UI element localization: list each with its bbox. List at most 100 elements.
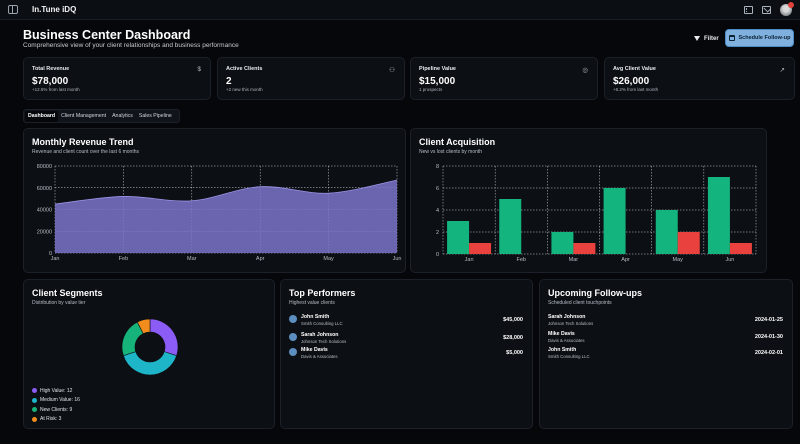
client-avatar: [289, 348, 297, 356]
performer-row[interactable]: Sarah Johnson Johnson Tech Solutions $28…: [289, 332, 523, 348]
stat-card-active-clients: Active Clients ⚇ 2 +2 new this month: [217, 57, 405, 100]
client-segments-donut-chart: [121, 318, 179, 376]
legend-label: At Risk: 3: [40, 416, 62, 423]
y-tick-label: 40000: [37, 208, 52, 214]
legend-label: New Clients: 9: [40, 406, 73, 413]
y-tick-label: 6: [436, 186, 439, 192]
followup-date: 2024-02-01: [754, 350, 783, 356]
stat-label: Total Revenue: [32, 66, 70, 72]
client-company: Davis & Associates: [301, 354, 338, 359]
followup-date: 2024-01-25: [754, 317, 783, 323]
stat-label: Pipeline Value: [419, 66, 456, 72]
card-subtitle: New vs lost clients by month: [419, 149, 483, 155]
legend-swatch: [32, 397, 37, 403]
users-icon: ⚇: [389, 67, 395, 74]
stat-card-avg-client-value: Avg Client Value ↗ $26,000 +8.2% from la…: [604, 57, 795, 100]
client-segments-card: Client Segments Distribution by value ti…: [23, 279, 275, 429]
client-name: Mike Davis: [548, 331, 575, 337]
card-title: Upcoming Follow-ups: [548, 288, 642, 298]
donut-slice: [122, 351, 178, 376]
x-tick-label: Mar: [569, 257, 579, 263]
performer-row[interactable]: Mike Davis Davis & Associates $5,000: [289, 347, 523, 363]
y-tick-label: 8: [436, 164, 439, 170]
stat-value: $26,000: [613, 76, 650, 87]
segments-legend: High Value: 12 Medium Value: 16 New Clie…: [32, 386, 80, 424]
stat-label: Avg Client Value: [613, 66, 656, 72]
target-icon: ◎: [582, 67, 588, 74]
x-tick-label: Feb: [517, 257, 526, 263]
x-tick-label: Jun: [725, 257, 734, 263]
stat-label: Active Clients: [226, 66, 263, 72]
card-subtitle: Revenue and client count over the last 6…: [32, 149, 140, 155]
schedule-label: Schedule Follow-up: [738, 35, 791, 41]
y-tick-label: 80000: [37, 164, 52, 170]
followup-date: 2024-01-30: [754, 334, 783, 340]
legend-item-medium-value: Medium Value: 16: [32, 396, 80, 406]
client-acquisition-bar-chart: 0 2 4 6 8 Jan Feb Mar Apr May Jun: [436, 164, 757, 263]
user-avatar[interactable]: [780, 1, 794, 16]
app-title: In.Tune iDQ: [32, 5, 77, 14]
x-tick-label: Jun: [393, 256, 402, 262]
filter-icon: [694, 36, 700, 41]
stat-subtext: +12.5% from last month: [32, 87, 80, 92]
top-performers-card: Top Performers Highest value clients Joh…: [280, 279, 533, 429]
stat-subtext: +2 new this month: [226, 87, 263, 92]
filter-button[interactable]: Filter: [690, 32, 723, 45]
bar: [707, 177, 730, 254]
apps-icon[interactable]: [744, 5, 753, 14]
bar: [499, 199, 522, 254]
client-name: Mike Davis: [301, 347, 328, 353]
legend-item-high-value: High Value: 12: [32, 386, 80, 396]
x-tick-label: Mar: [187, 256, 197, 262]
x-tick-label: Jan: [51, 256, 60, 262]
client-company: Johnson Tech Solutions: [548, 321, 594, 326]
client-avatar: [289, 315, 297, 323]
followup-row[interactable]: Sarah Johnson Johnson Tech Solutions 202…: [548, 314, 783, 330]
performer-row[interactable]: John Smith Smith Consulting LLC $45,000: [289, 314, 523, 330]
followup-row[interactable]: John Smith Smith Consulting LLC 2024-02-…: [548, 347, 783, 363]
revenue-trend-card: Monthly Revenue Trend Revenue and client…: [23, 128, 406, 273]
calendar-icon: [728, 35, 735, 41]
bar: [677, 232, 700, 254]
client-company: Johnson Tech Solutions: [301, 339, 347, 344]
tab-sales-pipeline[interactable]: Sales Pipeline: [138, 113, 172, 119]
legend-item-new-clients: New Clients: 9: [32, 405, 80, 415]
tab-dashboard[interactable]: Dashboard: [25, 110, 59, 122]
client-acquisition-card: Client Acquisition New vs lost clients b…: [410, 128, 767, 273]
y-tick-label: 0: [49, 251, 52, 257]
tab-client-management[interactable]: Client Management: [61, 113, 107, 119]
tab-analytics[interactable]: Analytics: [112, 113, 133, 119]
y-tick-label: 60000: [37, 186, 52, 192]
card-title: Client Acquisition: [419, 137, 496, 147]
inbox-icon[interactable]: [762, 5, 771, 14]
top-bar: In.Tune iDQ: [0, 0, 800, 20]
bar: [729, 243, 752, 254]
y-tick-label: 20000: [37, 229, 52, 235]
page-subtitle: Comprehensive view of your client relati…: [23, 42, 239, 49]
revenue-line: [54, 179, 398, 205]
followup-row[interactable]: Mike Davis Davis & Associates 2024-01-30: [548, 331, 783, 347]
sidebar-toggle-icon[interactable]: [8, 5, 18, 14]
bar: [551, 232, 574, 254]
schedule-follow-up-button[interactable]: Schedule Follow-up: [725, 29, 794, 47]
legend-swatch: [32, 388, 37, 394]
upcoming-followups-card: Upcoming Follow-ups Scheduled client tou…: [539, 279, 793, 429]
x-tick-label: Apr: [621, 257, 630, 263]
legend-swatch: [32, 407, 37, 413]
page-title: Business Center Dashboard: [23, 28, 191, 42]
x-tick-label: Feb: [119, 256, 128, 262]
client-value: $5,000: [506, 350, 523, 356]
bar: [573, 243, 596, 254]
legend-label: Medium Value: 16: [40, 397, 80, 404]
card-title: Top Performers: [289, 288, 356, 298]
donut-slice: [136, 318, 151, 335]
client-name: John Smith: [301, 314, 330, 320]
x-tick-label: May: [673, 257, 684, 263]
client-value: $28,000: [503, 335, 523, 341]
stat-subtext: +8.2% from last month: [613, 87, 659, 92]
legend-item-at-risk: At Risk: 3: [32, 415, 80, 425]
client-value: $45,000: [503, 317, 523, 323]
stat-value: 2: [226, 76, 232, 87]
y-tick-label: 2: [436, 230, 439, 236]
card-subtitle: Scheduled client touchpoints: [548, 300, 612, 306]
